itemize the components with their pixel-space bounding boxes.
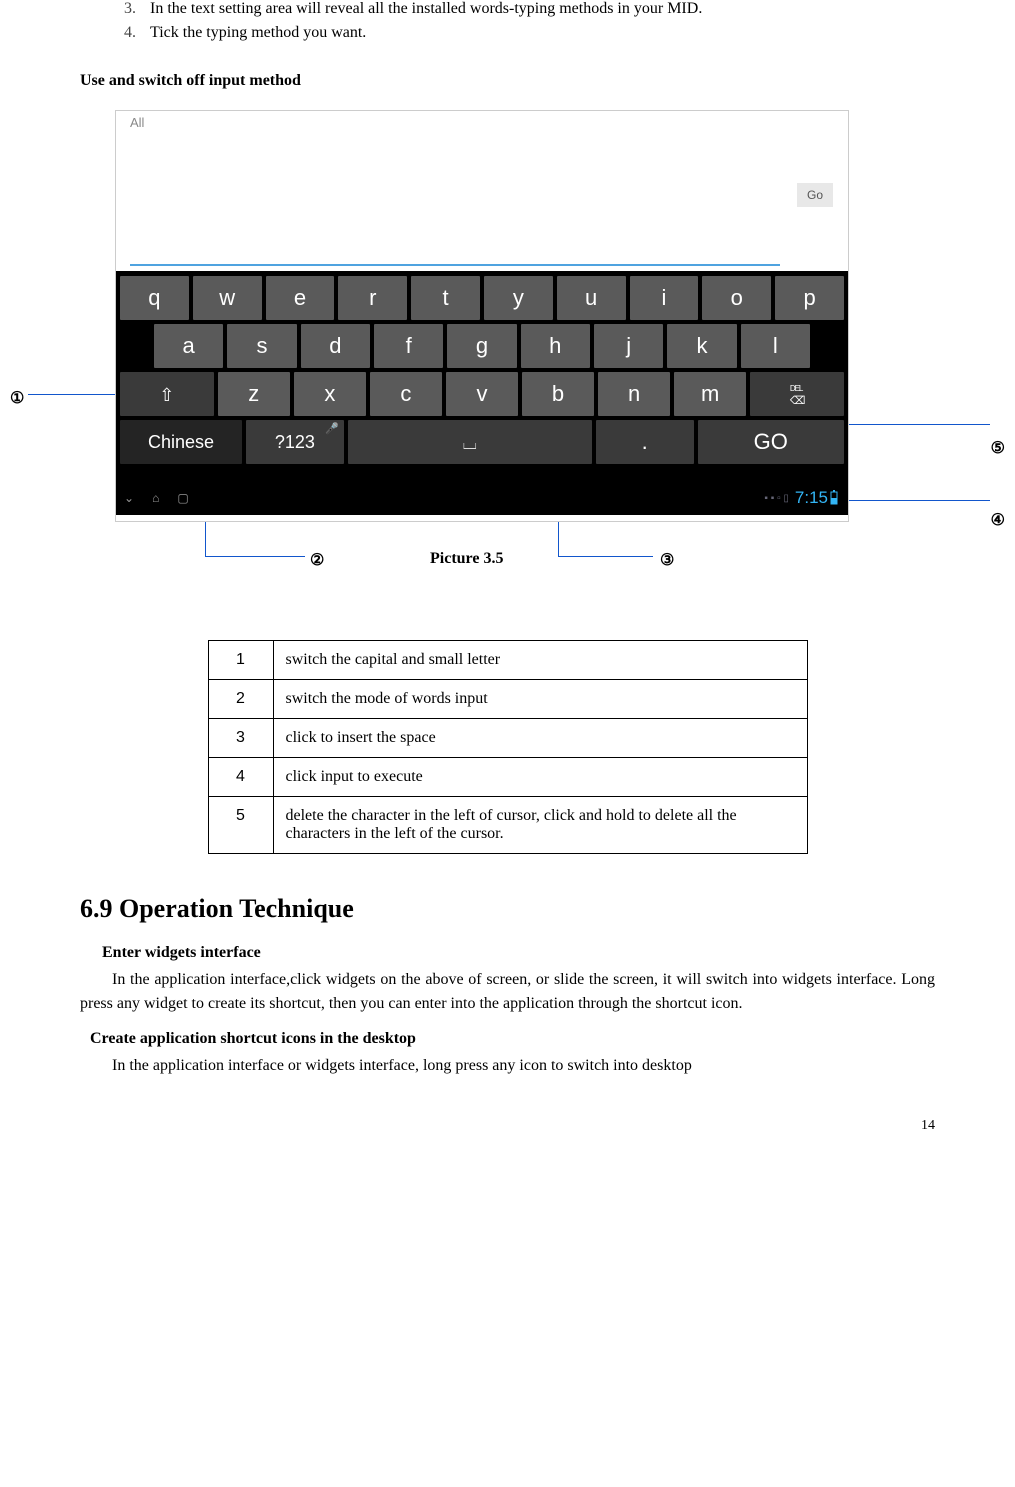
key-l[interactable]: l (741, 324, 810, 368)
key-x[interactable]: x (294, 372, 366, 416)
annotated-screenshot: ① ② ③ ④ ⑤ Picture 3.5 All Go q w e (10, 110, 1005, 590)
go-button-small[interactable]: Go (797, 183, 833, 207)
key-period[interactable]: . (596, 420, 694, 464)
key-i[interactable]: i (630, 276, 699, 320)
key-j[interactable]: j (594, 324, 663, 368)
figure-caption: Picture 3.5 (430, 550, 503, 568)
key-symbols[interactable]: ?123 (246, 420, 344, 464)
key-p[interactable]: p (775, 276, 844, 320)
callout-4: ④ (991, 510, 1005, 530)
legend-num-2: 2 (208, 680, 273, 719)
mic-icon (325, 422, 339, 435)
paragraph-2: In the application interface or widgets … (80, 1054, 935, 1078)
key-chinese[interactable]: Chinese (120, 420, 242, 464)
nav-back-icon[interactable]: ⌄ (124, 491, 134, 505)
key-go[interactable]: GO (698, 420, 844, 464)
callout-2: ② (310, 550, 324, 570)
key-y[interactable]: y (484, 276, 553, 320)
legend-desc-3: click to insert the space (273, 719, 807, 758)
key-a[interactable]: a (154, 324, 223, 368)
callout-1: ① (10, 388, 24, 408)
key-z[interactable]: z (218, 372, 290, 416)
subheading-2: Create application shortcut icons in the… (90, 1030, 935, 1048)
subheading-1: Enter widgets interface (102, 944, 935, 962)
key-u[interactable]: u (557, 276, 626, 320)
input-underline[interactable] (130, 264, 780, 266)
list-item-3: In the text setting area will reveal all… (140, 0, 935, 18)
key-shift[interactable] (120, 372, 214, 416)
key-f[interactable]: f (374, 324, 443, 368)
key-r[interactable]: r (338, 276, 407, 320)
legend-desc-1: switch the capital and small letter (273, 641, 807, 680)
key-w[interactable]: w (193, 276, 262, 320)
instruction-list: In the text setting area will reveal all… (140, 0, 935, 42)
browser-area: All Go (116, 111, 848, 271)
system-navbar: ⌄ ⌂ ▢ ▪ ▪ ▫ ▯ 7:15 (116, 481, 848, 515)
paragraph-1: In the application interface,click widge… (80, 968, 935, 1016)
legend-table: 1switch the capital and small letter 2sw… (208, 640, 808, 854)
key-n[interactable]: n (598, 372, 670, 416)
clock: 7:15 (795, 488, 840, 508)
keyboard-screenshot: All Go q w e r t y u i o p a (115, 110, 849, 522)
key-q[interactable]: q (120, 276, 189, 320)
onscreen-keyboard: q w e r t y u i o p a s d f g h (116, 271, 848, 481)
key-t[interactable]: t (411, 276, 480, 320)
key-b[interactable]: b (522, 372, 594, 416)
callout-3: ③ (660, 550, 674, 570)
legend-num-5: 5 (208, 797, 273, 854)
space-icon (463, 429, 477, 455)
shift-icon (159, 381, 174, 407)
legend-desc-5: delete the character in the left of curs… (273, 797, 807, 854)
list-item-4: Tick the typing method you want. (140, 24, 935, 42)
delete-icon: DEL⌫ (790, 382, 805, 407)
legend-desc-4: click input to execute (273, 758, 807, 797)
all-label: All (130, 115, 144, 130)
key-delete[interactable]: DEL⌫ (750, 372, 844, 416)
legend-desc-2: switch the mode of words input (273, 680, 807, 719)
legend-num-1: 1 (208, 641, 273, 680)
key-k[interactable]: k (667, 324, 736, 368)
legend-num-3: 3 (208, 719, 273, 758)
key-c[interactable]: c (370, 372, 442, 416)
key-d[interactable]: d (301, 324, 370, 368)
key-space[interactable] (348, 420, 592, 464)
nav-home-icon[interactable]: ⌂ (152, 491, 159, 505)
legend-num-4: 4 (208, 758, 273, 797)
callout-5: ⑤ (991, 438, 1005, 458)
key-v[interactable]: v (446, 372, 518, 416)
key-m[interactable]: m (674, 372, 746, 416)
subsection-title: Use and switch off input method (80, 72, 935, 90)
key-o[interactable]: o (702, 276, 771, 320)
page-number: 14 (80, 1118, 935, 1134)
key-s[interactable]: s (227, 324, 296, 368)
section-heading: 6.9 Operation Technique (80, 894, 935, 924)
key-g[interactable]: g (447, 324, 516, 368)
nav-recent-icon[interactable]: ▢ (177, 491, 188, 505)
key-h[interactable]: h (521, 324, 590, 368)
key-e[interactable]: e (266, 276, 335, 320)
status-icons: ▪ ▪ ▫ ▯ (764, 493, 788, 504)
battery-icon (828, 490, 840, 506)
